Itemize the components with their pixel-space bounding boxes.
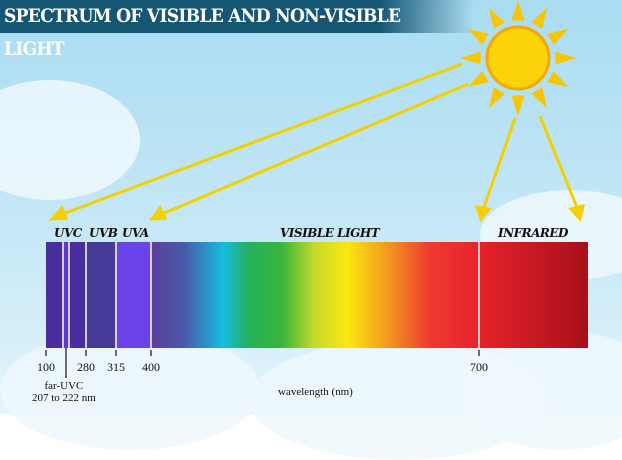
sun-icon (460, 0, 576, 116)
arrow-uvc (59, 62, 463, 217)
tick-315: 315 (107, 360, 125, 374)
band-far-uvc (63, 242, 69, 348)
sun-ray (555, 51, 576, 65)
page-title: SPECTRUM OF VISIBLE AND NON-VISIBLE LIGH… (0, 0, 474, 60)
title-text: SPECTRUM OF VISIBLE AND NON-VISIBLE LIGH… (4, 5, 401, 60)
far-uvc-label: far-UVC (44, 380, 84, 392)
sun-ray (467, 71, 489, 87)
label-uvb: UVB (89, 226, 118, 240)
band-visible (151, 242, 479, 348)
band-uvc (46, 242, 63, 348)
tick-marks (45, 348, 480, 378)
sun-ray (547, 71, 569, 87)
label-uvc: UVC (54, 226, 82, 240)
tick-280: 280 (77, 360, 95, 374)
label-infrared: INFRARED (498, 226, 568, 240)
label-visible: VISIBLE LIGHT (280, 226, 380, 240)
far-uvc-note: far-UVC 207 to 222 nm (32, 380, 96, 404)
tick-400: 400 (142, 360, 160, 374)
arrow-infrared (538, 115, 580, 211)
light-arrows (48, 62, 586, 223)
far-uvc-range: 207 to 222 nm (32, 392, 96, 404)
band-uva (116, 242, 151, 348)
spectrum-diagram (45, 0, 588, 378)
sun-ray (489, 87, 505, 109)
tick-100: 100 (37, 360, 55, 374)
sun-ray (547, 29, 569, 45)
arrow-uva (159, 82, 469, 217)
sun-ray (467, 29, 489, 45)
sun-ray (531, 7, 547, 29)
label-uva: UVA (122, 226, 149, 240)
arrow-visible (481, 117, 517, 211)
band-uvb (86, 242, 116, 348)
band-infrared (479, 242, 588, 348)
sun-ray (531, 87, 547, 109)
sun-ray (460, 51, 481, 65)
tick-700: 700 (470, 360, 488, 374)
sun-ray (511, 0, 525, 21)
sun-ray (489, 7, 505, 29)
sun-ray (511, 95, 525, 116)
axis-label: wavelength (nm) (278, 386, 353, 398)
